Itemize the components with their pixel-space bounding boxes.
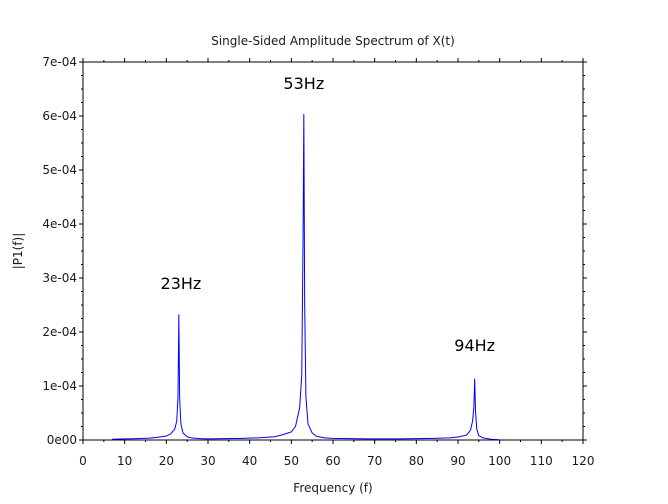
y-tick-label: 2e-04 [42,325,77,339]
y-tick-label: 7e-04 [42,55,77,69]
peak-annotation: 23Hz [161,274,202,293]
x-tick-label: 100 [488,454,511,468]
y-tick-label: 5e-04 [42,163,77,177]
x-tick-label: 110 [530,454,553,468]
x-tick-label: 60 [325,454,340,468]
x-tick-label: 10 [117,454,132,468]
peak-annotations: 23Hz 53Hz 94Hz [161,74,496,355]
chart-title: Single-Sided Amplitude Spectrum of X(t) [211,34,455,48]
peak-annotation: 94Hz [454,336,495,355]
x-axis: 0 10 20 30 40 50 60 70 80 90 100 110 120 [79,58,594,468]
amplitude-spectrum-line [112,113,500,441]
y-tick-label: 6e-04 [42,109,77,123]
x-tick-label: 50 [284,454,299,468]
y-tick-label: 1e-04 [42,379,77,393]
y-tick-label: 4e-04 [42,217,77,231]
x-tick-label: 70 [367,454,382,468]
y-tick-label: 0e00 [47,433,77,447]
x-axis-title: Frequency (f) [293,481,372,495]
x-tick-label: 30 [200,454,215,468]
x-tick-label: 40 [242,454,257,468]
x-tick-label: 90 [450,454,465,468]
peak-annotation: 53Hz [283,74,324,93]
x-tick-label: 80 [409,454,424,468]
x-tick-label: 0 [79,454,87,468]
x-tick-label: 20 [159,454,174,468]
y-axis-title: |P1(f)| [11,233,25,270]
y-axis: 0e00 1e-04 2e-04 3e-04 4e-04 5e-04 6e-04 7e-04 [42,55,587,447]
plot-frame [82,61,584,441]
x-tick-label: 120 [572,454,595,468]
y-tick-label: 3e-04 [42,271,77,285]
